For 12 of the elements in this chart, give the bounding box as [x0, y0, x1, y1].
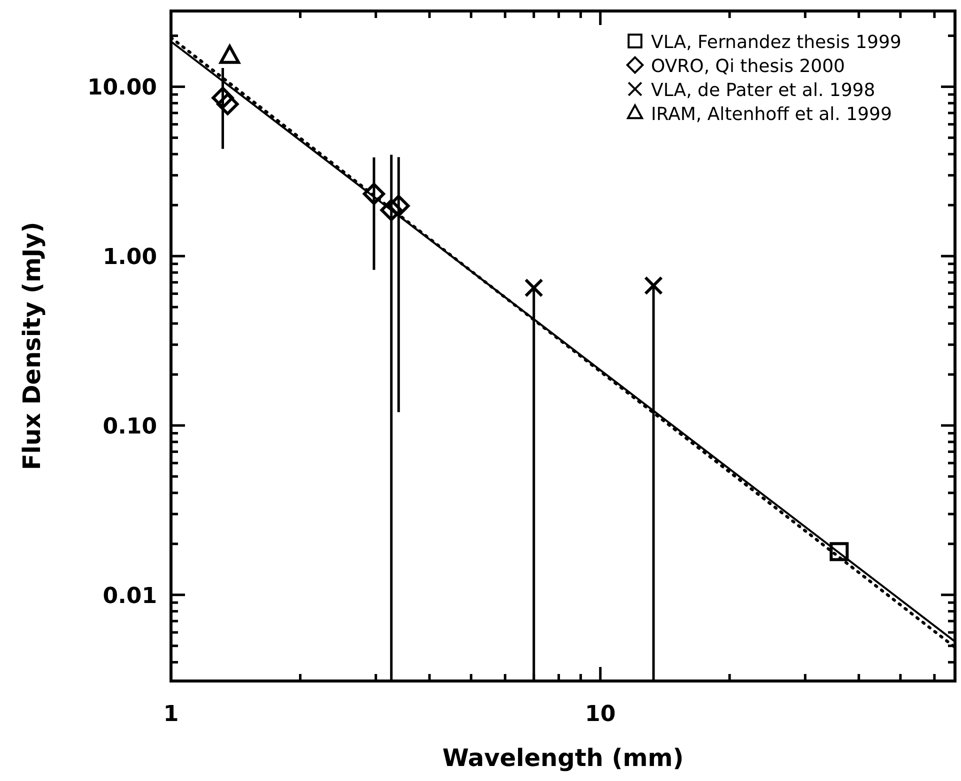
- x-tick-label: 1: [163, 702, 179, 727]
- y-tick-label: 10.00: [87, 76, 157, 101]
- legend-label: IRAM, Altenhoff et al. 1999: [651, 104, 892, 125]
- legend-label: VLA, Fernandez thesis 1999: [651, 32, 902, 53]
- y-axis-title: Flux Density (mJy): [18, 222, 46, 470]
- x-axis-title: Wavelength (mm): [442, 744, 684, 772]
- y-tick-label: 0.01: [102, 584, 157, 609]
- legend-label: VLA, de Pater et al. 1998: [651, 80, 876, 101]
- y-tick-label: 1.00: [102, 245, 157, 270]
- y-tick-label: 0.10: [102, 414, 157, 440]
- legend-label: OVRO, Qi thesis 2000: [651, 56, 846, 77]
- x-tick-label: 10: [585, 702, 616, 727]
